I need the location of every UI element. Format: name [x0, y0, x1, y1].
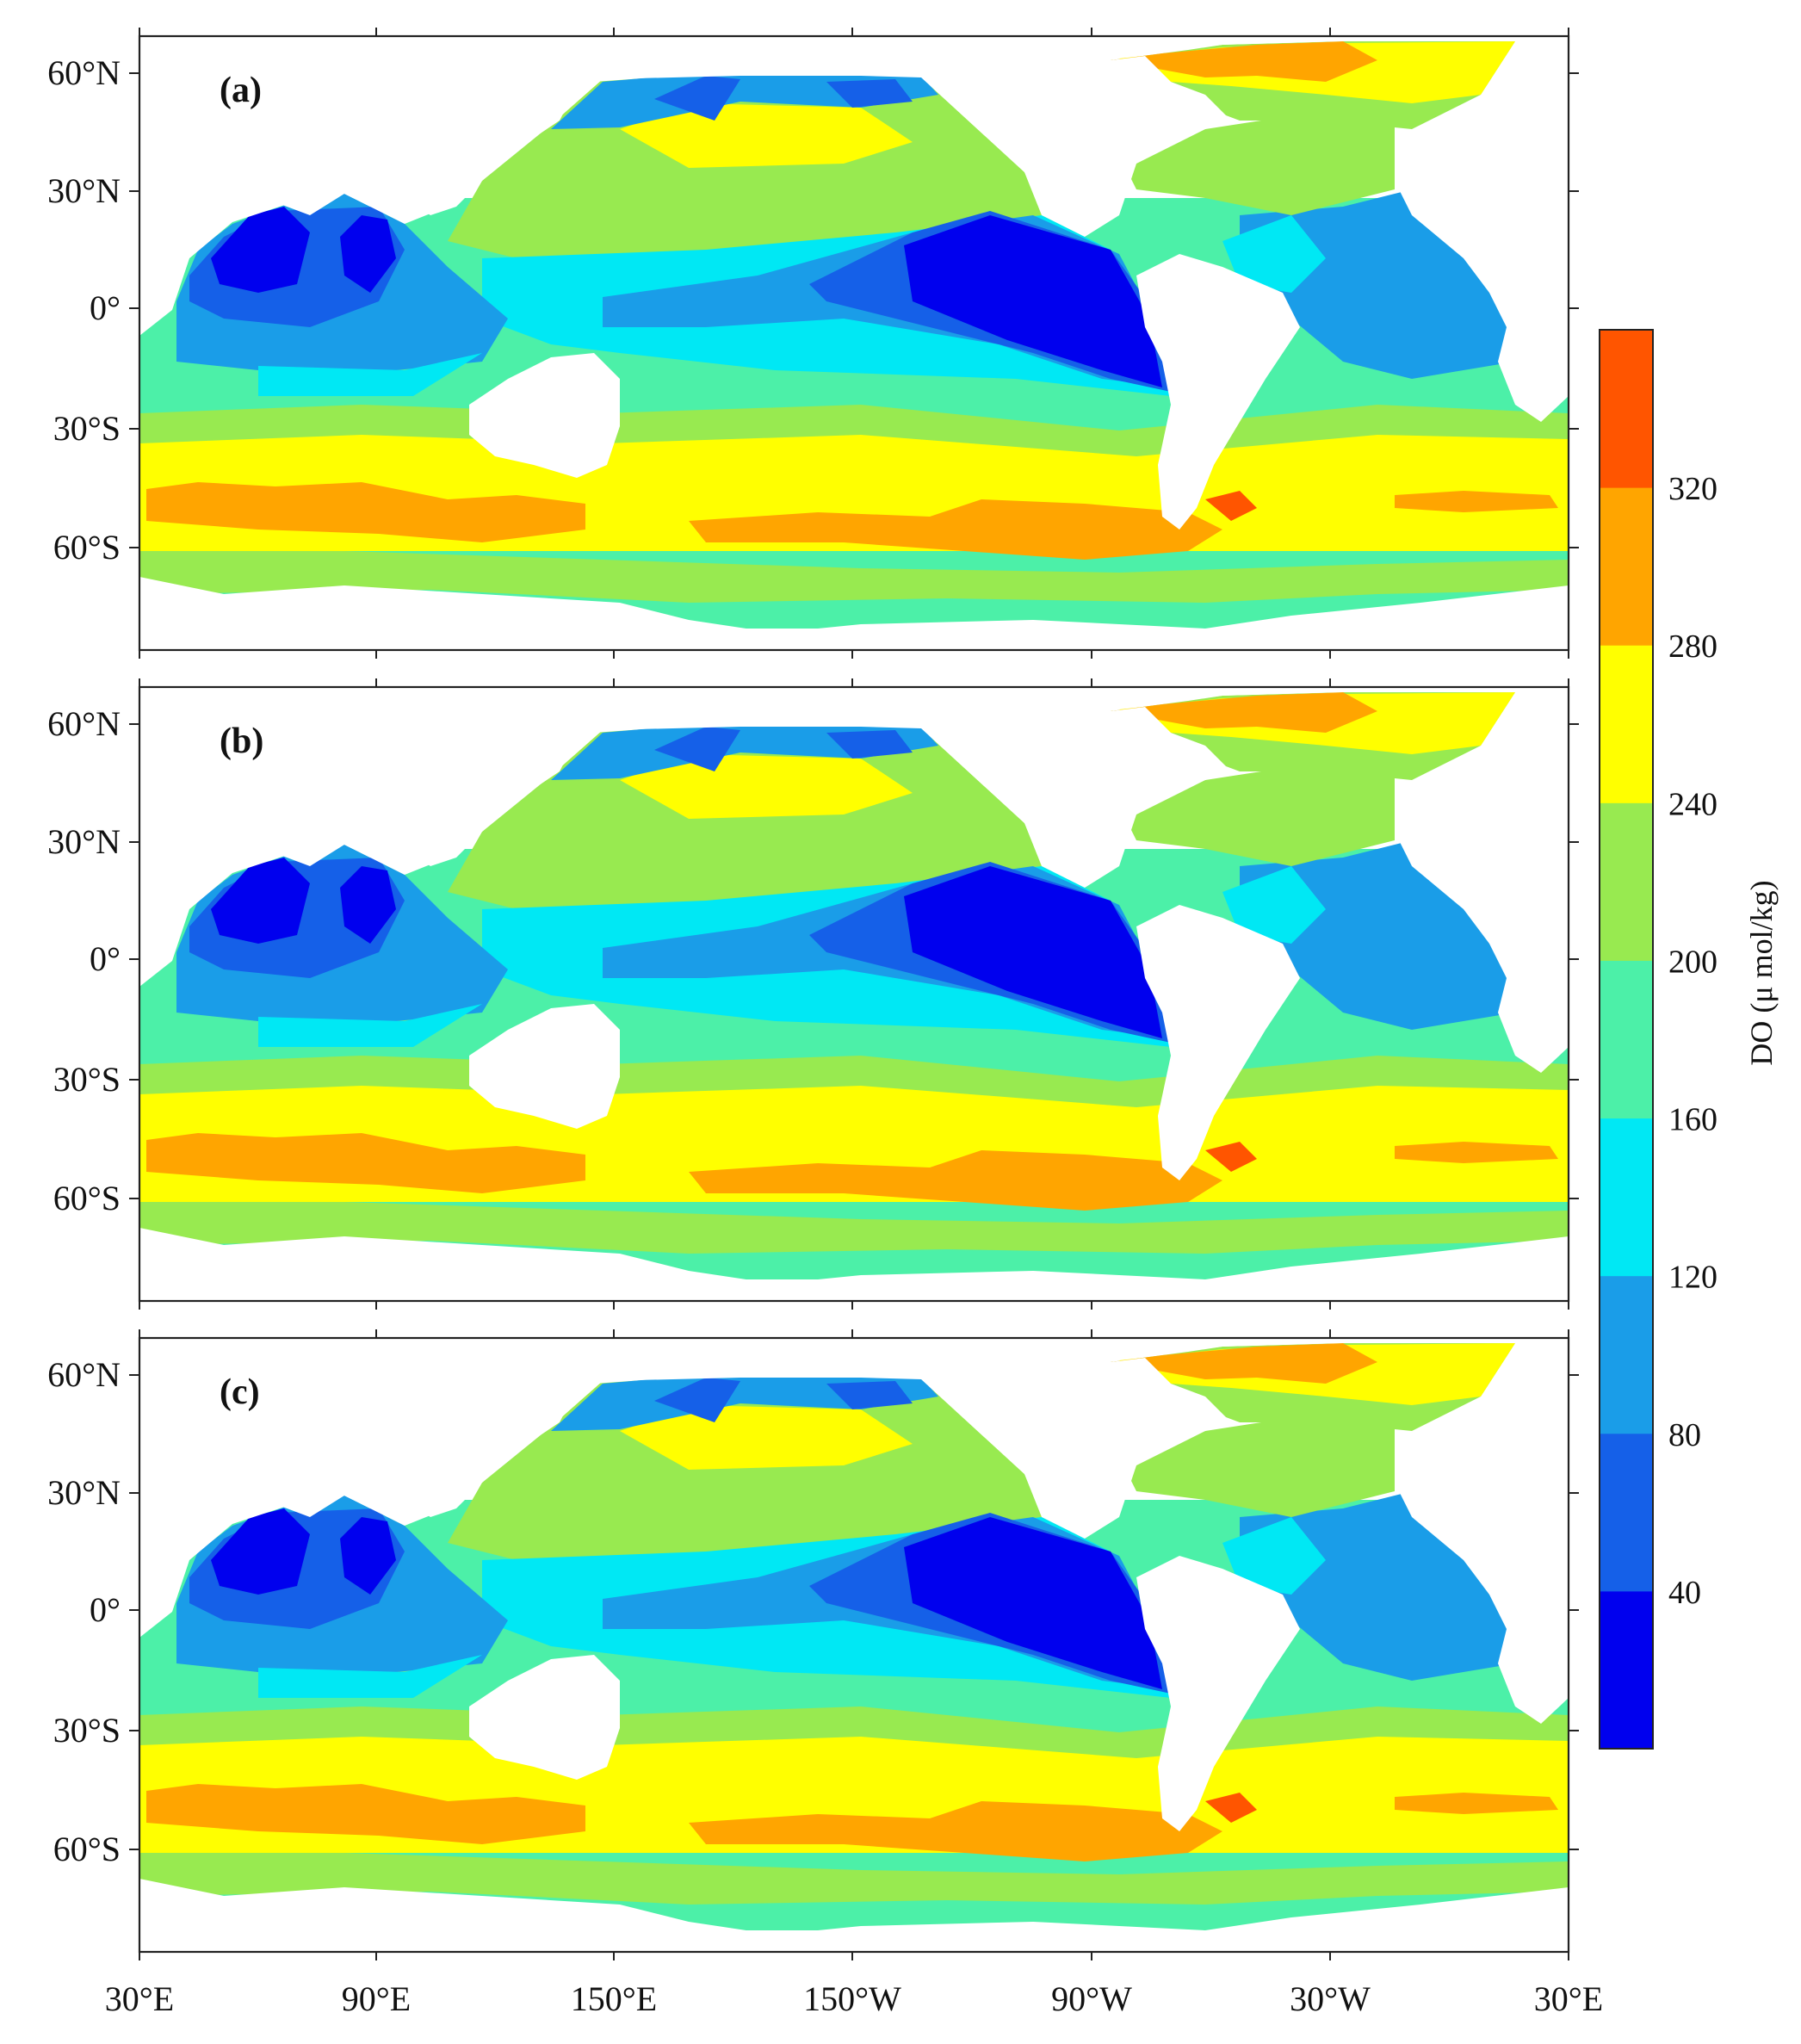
- lat-label: 60°N: [47, 53, 121, 92]
- colorbar-segment: [1600, 1118, 1653, 1277]
- lat-label: 60°N: [47, 704, 121, 743]
- colorbar-segment: [1600, 645, 1653, 803]
- axes: 60°N 30°N 0° 30°S 60°S 60°N 30°N 0° 30°S 60°S 60°N…: [47, 28, 1603, 2018]
- lat-label: 30°N: [47, 822, 121, 861]
- colorbar-segment: [1600, 1275, 1653, 1434]
- panel-b: [139, 687, 1569, 1301]
- lat-label: 30°N: [47, 1473, 121, 1512]
- lat-label: 30°S: [53, 409, 121, 448]
- lon-label: 30°W: [1290, 1979, 1371, 2018]
- colorbar-tick-label: 200: [1668, 944, 1717, 980]
- lat-label: 0°: [90, 939, 121, 978]
- colorbar-tick-label: 80: [1668, 1417, 1701, 1453]
- colorbar-tick-label: 120: [1668, 1260, 1717, 1296]
- lat-label: 60°S: [53, 1830, 121, 1868]
- lon-label: 30°E: [1534, 1979, 1603, 2018]
- panel-label-a: (a): [220, 71, 262, 110]
- colorbar-segment: [1600, 1433, 1653, 1592]
- lat-label: 30°S: [53, 1060, 121, 1099]
- lon-label: 30°E: [105, 1979, 174, 2018]
- lon-label: 150°W: [803, 1979, 901, 2018]
- panel-a: [139, 36, 1569, 650]
- lat-label: 0°: [90, 1590, 121, 1629]
- colorbar-tick-label: 320: [1668, 471, 1717, 507]
- lon-label: 150°E: [571, 1979, 657, 2018]
- colorbar-title: DO (μ mol/kg): [1744, 880, 1779, 1065]
- lon-label: 90°W: [1051, 1979, 1132, 2018]
- colorbar-frame: [1599, 329, 1654, 1750]
- panel-label-c: (c): [220, 1372, 260, 1412]
- panel-c: [139, 1338, 1569, 1952]
- colorbar-segment: [1600, 960, 1653, 1119]
- colorbar-segment: [1600, 330, 1653, 488]
- lat-label: 60°S: [53, 1179, 121, 1217]
- colorbar: 40 80 120 160 200 240 280 320: [1599, 329, 1717, 1750]
- lat-label: 30°N: [47, 171, 121, 210]
- colorbar-segment: [1600, 802, 1653, 961]
- colorbar-segment: [1600, 487, 1653, 646]
- lat-label: 30°S: [53, 1711, 121, 1750]
- colorbar-tick-label: 280: [1668, 629, 1717, 665]
- colorbar-tick-label: 160: [1668, 1102, 1717, 1138]
- panel-label-b: (b): [220, 722, 263, 761]
- colorbar-tick-label: 40: [1668, 1575, 1701, 1611]
- lat-label: 60°N: [47, 1355, 121, 1394]
- lon-label: 90°E: [342, 1979, 411, 2018]
- lat-label: 60°S: [53, 528, 121, 567]
- lat-label: 0°: [90, 288, 121, 327]
- colorbar-segment: [1600, 1590, 1653, 1750]
- colorbar-tick-label: 240: [1668, 786, 1717, 822]
